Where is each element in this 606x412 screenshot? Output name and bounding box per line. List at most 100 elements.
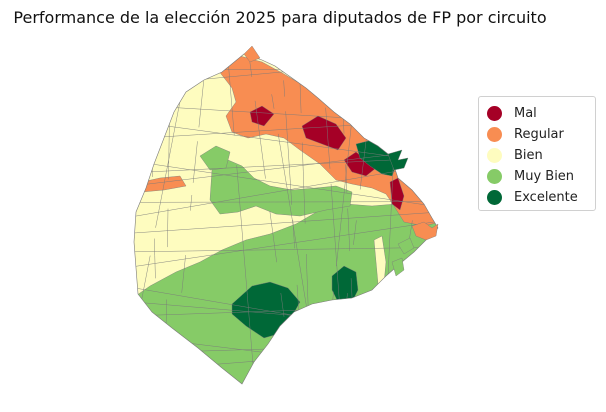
circuit-boundary [321, 346, 345, 348]
circuit-boundary [390, 345, 393, 358]
legend-dot-mal [487, 106, 502, 121]
legend-dot-muy-bien [487, 169, 502, 184]
circuit-boundary [234, 192, 271, 200]
circuit-boundary [150, 111, 152, 132]
circuit-boundary [354, 62, 381, 66]
circuit-boundary [253, 369, 256, 384]
circuit-boundary [382, 358, 385, 384]
circuit-boundary [185, 254, 216, 260]
legend-dot-regular [487, 127, 502, 142]
circuit-boundary [230, 166, 257, 169]
circuit-boundary [97, 332, 100, 357]
circuit-boundary [350, 117, 374, 120]
circuit-boundary [136, 336, 165, 341]
circuit-boundary [134, 171, 149, 174]
circuit-boundary [444, 209, 480, 211]
circuit-boundary [389, 331, 414, 337]
circuit-boundary [340, 327, 343, 346]
circuit-boundary [433, 339, 438, 345]
circuit-boundary [386, 213, 418, 216]
circuit-boundary [187, 169, 218, 175]
circuit-boundary [171, 117, 178, 146]
circuit-boundary [265, 358, 290, 361]
circuit-boundary [298, 66, 337, 71]
circuit-boundary [330, 183, 333, 202]
circuit-boundary [337, 346, 342, 377]
circuit-boundary [413, 370, 438, 374]
circuit-boundary [290, 355, 312, 359]
circuit-boundary [195, 141, 198, 154]
circuit-boundary [447, 313, 450, 337]
circuit-boundary [291, 216, 297, 244]
circuit-boundary [431, 161, 438, 166]
circuit-boundary [262, 310, 291, 312]
circuit-boundary [345, 164, 348, 193]
circuit-boundary [394, 310, 399, 332]
circuit-boundary [328, 145, 331, 169]
circuit-boundary [146, 123, 168, 127]
circuit-boundary [209, 349, 239, 352]
circuit-boundary [169, 293, 201, 300]
circuit-boundary [347, 146, 350, 162]
circuit-boundary [429, 342, 438, 345]
circuit-boundary [191, 227, 216, 230]
circuit-boundary [142, 302, 179, 306]
circuit-boundary [340, 158, 359, 162]
circuit-boundary [254, 137, 285, 143]
circuit-boundary [284, 127, 307, 130]
circuit-boundary [148, 367, 168, 370]
circuit-boundary [369, 350, 389, 353]
circuit-boundary [300, 92, 302, 114]
circuit-boundary [287, 140, 290, 169]
circuit-boundary [151, 131, 153, 163]
circuit-boundary [320, 161, 347, 164]
circuit-boundary [309, 343, 311, 370]
circuit-boundary [324, 147, 351, 151]
circuit-boundary [434, 156, 438, 159]
circuit-boundary [359, 173, 363, 190]
circuit-boundary [236, 165, 239, 181]
circuit-boundary [150, 82, 171, 85]
circuit-boundary [181, 278, 184, 293]
circuit-boundary [400, 343, 430, 346]
circuit-boundary [300, 333, 302, 356]
circuit-boundary [231, 348, 264, 353]
circuit-boundary [363, 344, 401, 347]
region-mal-2 [301, 115, 347, 151]
circuit-boundary [327, 321, 331, 348]
circuit-boundary [337, 220, 342, 252]
circuit-boundary [294, 394, 297, 412]
circuit-boundary [438, 235, 440, 254]
circuit-boundary [242, 234, 246, 265]
circuit-boundary [300, 269, 306, 300]
circuit-boundary [119, 383, 125, 412]
circuit-boundary [307, 219, 333, 222]
circuit-boundary [335, 318, 372, 323]
circuit-boundary [210, 198, 235, 204]
circuit-boundary [134, 212, 153, 220]
circuit-boundary [117, 142, 118, 155]
circuit-boundary [434, 205, 437, 219]
circuit-boundary [358, 156, 375, 159]
circuit-boundary [200, 299, 221, 303]
circuit-boundary [344, 345, 364, 347]
circuit-boundary [344, 323, 373, 329]
circuit-boundary [432, 62, 438, 90]
circuit-boundary [432, 304, 438, 306]
circuit-boundary [144, 255, 151, 284]
circuit-boundary [391, 178, 393, 208]
circuit-boundary [245, 73, 263, 76]
circuit-boundary [307, 317, 346, 325]
circuit-boundary [245, 276, 248, 296]
circuit-boundary [200, 80, 204, 108]
circuit-boundary [339, 311, 342, 328]
circuit-boundary [348, 233, 351, 252]
circuit-boundary [154, 255, 156, 279]
circuit-boundary [187, 313, 205, 315]
circuit-boundary [134, 369, 149, 373]
circuit-boundary [321, 394, 323, 407]
circuit-boundary [119, 117, 121, 141]
circuit-boundary [232, 130, 259, 133]
legend-label: Muy Bien [514, 169, 575, 184]
circuit-boundary [351, 215, 387, 219]
